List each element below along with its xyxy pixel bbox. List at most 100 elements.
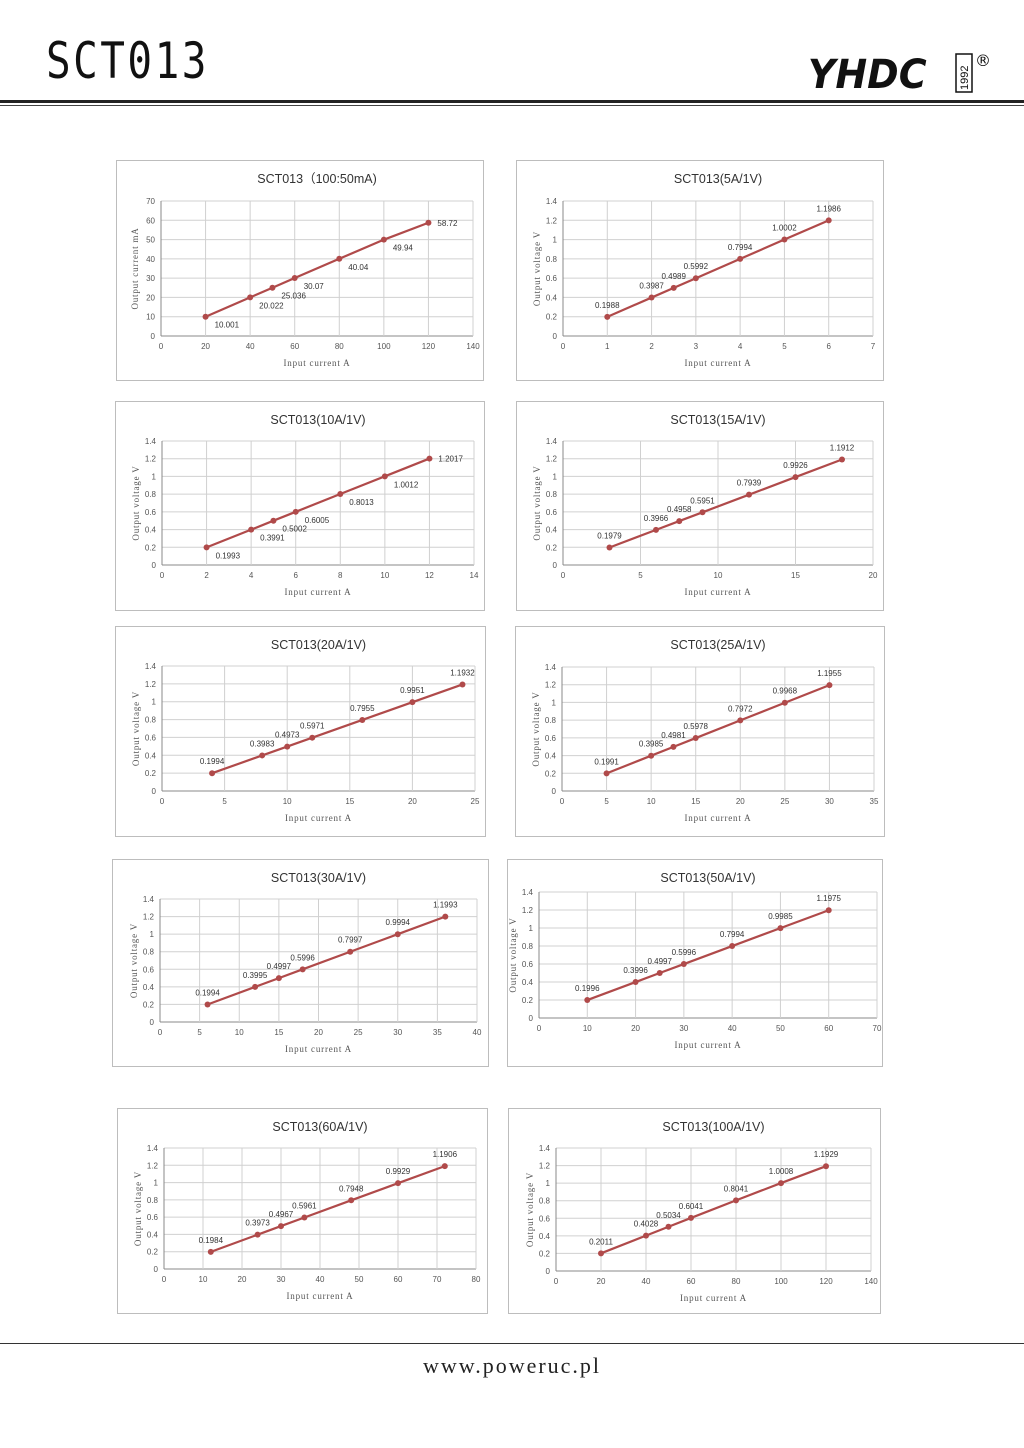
chart-title: SCT013(25A/1V) (670, 638, 765, 652)
x-tick-label: 0 (560, 797, 565, 806)
data-point (409, 699, 416, 706)
x-tick-label: 6 (293, 571, 298, 580)
x-tick-label: 35 (870, 797, 879, 806)
y-tick-label: 1.2 (546, 216, 558, 225)
y-axis-label: Output voltage V (131, 465, 141, 540)
chart-panel: SCT013(15A/1V) 0 0.2 0.4 0.6 0.8 1 1.2 1.4 0 5 10 15… (516, 401, 884, 611)
x-tick-label: 30 (825, 797, 834, 806)
y-tick-label: 0 (529, 1014, 534, 1023)
y-tick-label: 1 (150, 930, 155, 939)
x-tick-label: 15 (791, 571, 800, 580)
x-tick-label: 10 (647, 797, 656, 806)
x-tick-label: 80 (335, 342, 344, 351)
data-point (653, 526, 659, 533)
data-point (729, 943, 736, 950)
y-tick-label: 40 (146, 255, 155, 264)
data-label: 1.1955 (817, 669, 842, 678)
y-tick-label: 0 (553, 561, 558, 570)
x-tick-label: 40 (316, 1275, 325, 1284)
y-axis-label: Output voltage V (129, 923, 139, 998)
y-tick-label: 1.4 (145, 437, 157, 446)
data-label: 0.4997 (267, 962, 292, 971)
x-tick-label: 10 (199, 1275, 208, 1284)
data-point (656, 970, 663, 977)
data-point (692, 275, 699, 282)
data-label: 0.6041 (679, 1202, 704, 1211)
data-point (643, 1232, 649, 1239)
data-label: 0.7997 (338, 936, 363, 945)
data-label: 0.5996 (672, 948, 697, 957)
chart-panel: SCT013(5A/1V) 0 0.2 0.4 0.6 0.8 1 1.2 1.4 0 1 2 3 4 5 6… (516, 160, 884, 381)
y-tick-label: 1.4 (147, 1144, 159, 1153)
y-axis-label: Output voltage V (525, 1172, 535, 1247)
data-point (604, 313, 611, 320)
data-point (425, 219, 432, 226)
data-point (270, 517, 277, 524)
y-tick-label: 1.4 (545, 663, 557, 672)
y-tick-label: 0.4 (546, 293, 558, 302)
y-axis-label: Output current mA (130, 227, 140, 309)
data-label: 0.9968 (773, 687, 798, 696)
data-label: 0.7955 (350, 704, 375, 713)
y-tick-label: 0.6 (143, 965, 155, 974)
y-tick-label: 0.2 (143, 1000, 155, 1009)
data-point (733, 1197, 739, 1204)
data-label: 58.72 (437, 219, 458, 228)
chart-svg: SCT013(5A/1V) 0 0.2 0.4 0.6 0.8 1 1.2 1.4 0 1 2 3 4 5 6… (532, 172, 876, 368)
data-label: 1.1993 (433, 901, 458, 910)
x-tick-label: 10 (583, 1024, 592, 1033)
data-label: 0.3966 (644, 514, 669, 523)
data-point (648, 752, 655, 759)
y-tick-label: 0 (150, 1018, 155, 1027)
header-rule-thick (0, 100, 1024, 103)
y-tick-label: 0 (154, 1265, 159, 1274)
data-label: 0.1979 (597, 531, 622, 540)
data-label: 1.1975 (816, 894, 841, 903)
x-tick-label: 30 (393, 1028, 402, 1037)
y-tick-label: 60 (146, 216, 155, 225)
x-tick-label: 2 (649, 342, 654, 351)
data-point (337, 491, 344, 498)
data-label: 10.001 (215, 321, 240, 330)
data-point (603, 770, 610, 777)
y-tick-label: 0.2 (147, 1248, 159, 1257)
x-tick-label: 7 (871, 342, 876, 351)
x-tick-label: 10 (380, 571, 389, 580)
chart-title: SCT013(100A/1V) (662, 1120, 764, 1134)
x-tick-label: 6 (826, 342, 831, 351)
x-tick-label: 30 (679, 1024, 688, 1033)
data-point (202, 313, 209, 320)
y-tick-label: 10 (146, 313, 155, 322)
chart-svg: SCT013(100A/1V) 0 0.2 0.4 0.6 0.8 1 1.2 1.4 0 20 40… (525, 1120, 878, 1303)
y-tick-label: 1 (154, 1179, 159, 1188)
y-tick-label: 0.8 (546, 490, 558, 499)
x-tick-label: 5 (222, 797, 227, 806)
data-point (380, 236, 387, 243)
data-point (737, 717, 744, 724)
y-axis-label: Output voltage V (133, 1171, 143, 1246)
data-point (823, 1163, 829, 1170)
x-tick-label: 8 (338, 571, 343, 580)
footer-website[interactable]: www.poweruc.pl (422, 1353, 602, 1378)
chart-title: SCT013（100:50mA) (257, 172, 377, 186)
data-label: 0.3973 (245, 1219, 270, 1228)
x-tick-label: 140 (466, 342, 480, 351)
data-point (442, 913, 449, 920)
x-axis-label: Input current A (285, 813, 352, 823)
y-tick-label: 0 (552, 787, 557, 796)
data-point (737, 255, 744, 262)
y-tick-label: 70 (146, 197, 155, 206)
data-point (598, 1250, 604, 1257)
data-point (269, 284, 276, 291)
x-axis-label: Input current A (685, 813, 752, 823)
data-point (606, 544, 613, 551)
data-label: 0.1994 (195, 988, 220, 997)
data-label: 0.3985 (639, 740, 664, 749)
y-tick-label: 0 (152, 787, 157, 796)
y-tick-label: 30 (146, 274, 155, 283)
chart-panel: SCT013(60A/1V) 0 0.2 0.4 0.6 0.8 1 1.2 1.4 0 10 20 3… (117, 1108, 488, 1314)
x-tick-label: 100 (377, 342, 391, 351)
x-tick-label: 0 (160, 797, 165, 806)
data-point (348, 1197, 355, 1204)
chart-title: SCT013(50A/1V) (660, 871, 755, 885)
